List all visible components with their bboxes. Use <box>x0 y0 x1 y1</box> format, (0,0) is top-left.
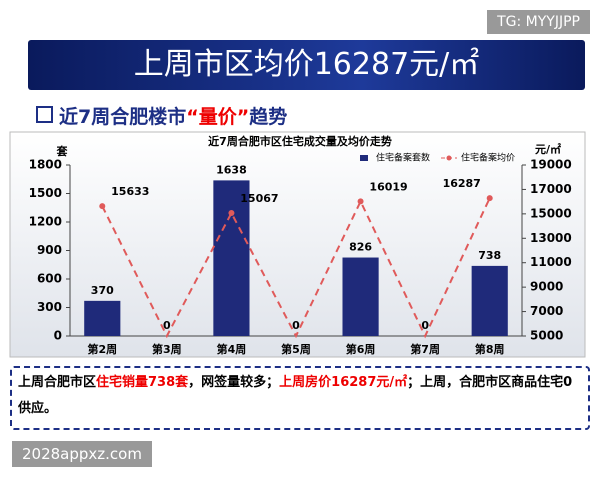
section-highlight: “量价” <box>186 106 250 128</box>
bar-label: 738 <box>478 249 501 262</box>
x-tick-label: 第3周 <box>152 342 182 356</box>
note-text: 上周合肥市区 <box>18 375 97 390</box>
bar-label: 370 <box>91 284 114 297</box>
price-point <box>357 198 364 205</box>
note: 上周合肥市区住宅销量738套，网签量较多；上周房价16287元/㎡；上周，合肥市… <box>10 366 590 430</box>
y2-tick-label: 7000 <box>530 304 563 318</box>
y2-tick-label: 5000 <box>530 329 563 343</box>
legend-swatch <box>446 155 452 161</box>
bar-label: 0 <box>421 319 429 332</box>
y-tick-label: 0 <box>54 329 62 343</box>
watermark: 2028appxz.com <box>12 441 152 467</box>
chart-title: 近7周合肥市区住宅成交量及均价走势 <box>208 134 392 148</box>
price-label: 16019 <box>369 180 407 193</box>
y-tick-label: 600 <box>37 272 62 286</box>
x-tick-label: 第6周 <box>346 342 376 356</box>
section-prefix: 近7周合肥楼市 <box>59 106 187 128</box>
y2-tick-label: 17000 <box>530 182 572 196</box>
x-tick-label: 第8周 <box>475 342 505 356</box>
y-axis-label: 套 <box>57 144 69 158</box>
x-tick-label: 第5周 <box>281 342 311 356</box>
y2-tick-label: 11000 <box>530 255 572 269</box>
price-label: 15067 <box>240 192 278 205</box>
header: 上周市区均价16287元/㎡ <box>28 40 585 90</box>
legend-label: 住宅备案套数 <box>376 152 430 164</box>
y2-tick-label: 15000 <box>530 206 572 220</box>
y-tick-label: 900 <box>37 243 62 257</box>
y2-tick-label: 19000 <box>530 158 572 172</box>
bar <box>84 300 121 336</box>
price-point <box>486 195 493 202</box>
legend-label: 住宅备案均价 <box>461 152 515 164</box>
y2-axis-label: 元/㎡ <box>535 142 561 156</box>
x-tick-label: 第2周 <box>87 342 117 356</box>
bar <box>471 265 508 336</box>
bar <box>342 257 379 336</box>
legend-swatch <box>360 155 368 161</box>
price-point <box>99 203 106 210</box>
bar-label: 0 <box>163 319 171 332</box>
y-tick-label: 300 <box>37 300 62 314</box>
note-text: ；上周，合肥市区商品住宅0供应。 <box>18 375 573 416</box>
y-tick-label: 1500 <box>29 186 62 200</box>
bar <box>213 180 250 336</box>
section-suffix: 趋势 <box>249 106 288 128</box>
y-tick-label: 1800 <box>29 158 62 172</box>
x-tick-label: 第7周 <box>410 342 440 356</box>
price-label: 15633 <box>111 185 149 198</box>
bar-label: 826 <box>349 241 372 254</box>
note-text: 上周房价16287元/㎡ <box>279 375 408 390</box>
y2-tick-label: 9000 <box>530 280 563 294</box>
bar-label: 1638 <box>216 163 247 176</box>
note-text: 住宅销量738套 <box>96 375 189 390</box>
y2-tick-label: 13000 <box>530 231 572 245</box>
note-text: ，网签量较多； <box>188 375 280 390</box>
section-title: 近7周合肥楼市“量价”趋势 <box>36 102 287 129</box>
x-tick-label: 第4周 <box>217 342 247 356</box>
price-point <box>228 210 235 217</box>
y-tick-label: 1200 <box>29 215 62 229</box>
price-label: 16287 <box>443 177 481 190</box>
price-line <box>101 197 491 339</box>
watermark: TG: MYYJJPP <box>487 10 590 34</box>
bar-label: 0 <box>292 319 300 332</box>
